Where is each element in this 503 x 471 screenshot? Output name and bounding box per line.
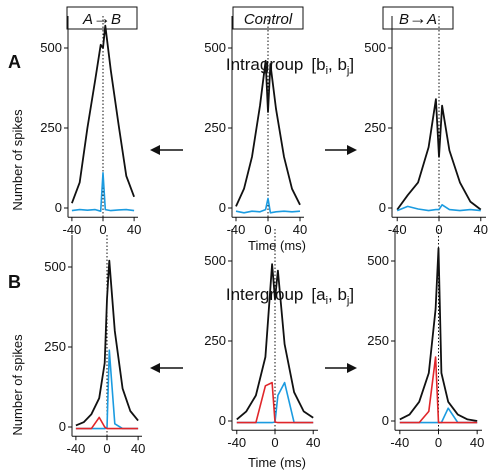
condition-label: B→A [399,8,437,28]
series-line-blue [71,172,135,212]
x-axis-label-a: Time (ms) [248,238,306,253]
y-tick-label: 0 [382,413,389,428]
series-line-black [75,259,139,427]
left-arrow-icon [150,145,183,155]
y-tick-label: 250 [364,120,386,135]
condition-box [232,6,304,30]
y-tick-label: 250 [44,339,66,354]
x-tick-label: -40 [227,222,246,237]
x-tick-label: 40 [127,222,141,237]
y-tick-label: 500 [364,40,386,55]
series-line-red [75,416,139,430]
y-axis-label-a: Number of spikes [10,109,25,211]
panel-letter-a: A [8,52,21,72]
y-tick-label: 500 [204,40,226,55]
condition-header-b-to-a: B→A [382,6,454,30]
x-tick-label: -40 [66,441,85,456]
panel-letter-b: B [8,272,21,292]
x-tick-label: 40 [470,435,484,450]
y-tick-label: 0 [59,419,66,434]
y-tick-label: 500 [204,253,226,268]
series-line-black [396,98,482,211]
y-tick-label: 500 [44,259,66,274]
x-tick-label: 0 [435,435,442,450]
x-tick-label: -40 [388,222,407,237]
y-tick-label: 250 [40,120,62,135]
y-tick-label: 0 [379,200,386,215]
x-axis-label-b: Time (ms) [248,455,306,470]
series-line-black [235,59,301,207]
y-axis-label-b: Number of spikes [10,334,25,436]
x-tick-label: 40 [293,222,307,237]
panel-title-b: Intergroup [ai, bj] [226,285,354,307]
x-tick-label: -40 [390,435,409,450]
x-tick-label: 40 [131,441,145,456]
y-tick-label: 250 [204,333,226,348]
y-tick-label: 0 [219,413,226,428]
condition-label: A→B [82,8,121,28]
right-arrow-icon [325,145,357,155]
condition-header-control: Control [232,6,304,30]
left-arrow-icon [150,363,183,373]
y-tick-label: 0 [55,200,62,215]
x-tick-label: 0 [103,441,110,456]
x-tick-label: -40 [227,435,246,450]
series-line-blue [396,204,481,212]
y-tick-label: 250 [204,120,226,135]
series-line-black [236,263,314,421]
y-tick-label: 500 [40,40,62,55]
condition-box [382,6,454,30]
series-line-red [399,356,478,424]
series-line-black [399,247,478,422]
y-tick-label: 500 [367,253,389,268]
y-tick-label: 250 [367,333,389,348]
x-tick-label: 0 [99,222,106,237]
condition-box [66,6,138,30]
x-tick-label: -40 [62,222,81,237]
x-tick-label: 0 [271,435,278,450]
series-line-blue [235,197,301,214]
right-arrow-icon [325,363,357,373]
x-tick-label: 40 [474,222,488,237]
y-tick-label: 0 [219,200,226,215]
condition-header-a-to-b: A→B [66,6,138,30]
x-tick-label: 40 [306,435,320,450]
series-line-black [71,24,135,204]
series-line-red [236,381,314,424]
panel-title-a: Intragroup [bi, bj] [226,55,354,77]
x-tick-label: 0 [264,222,271,237]
